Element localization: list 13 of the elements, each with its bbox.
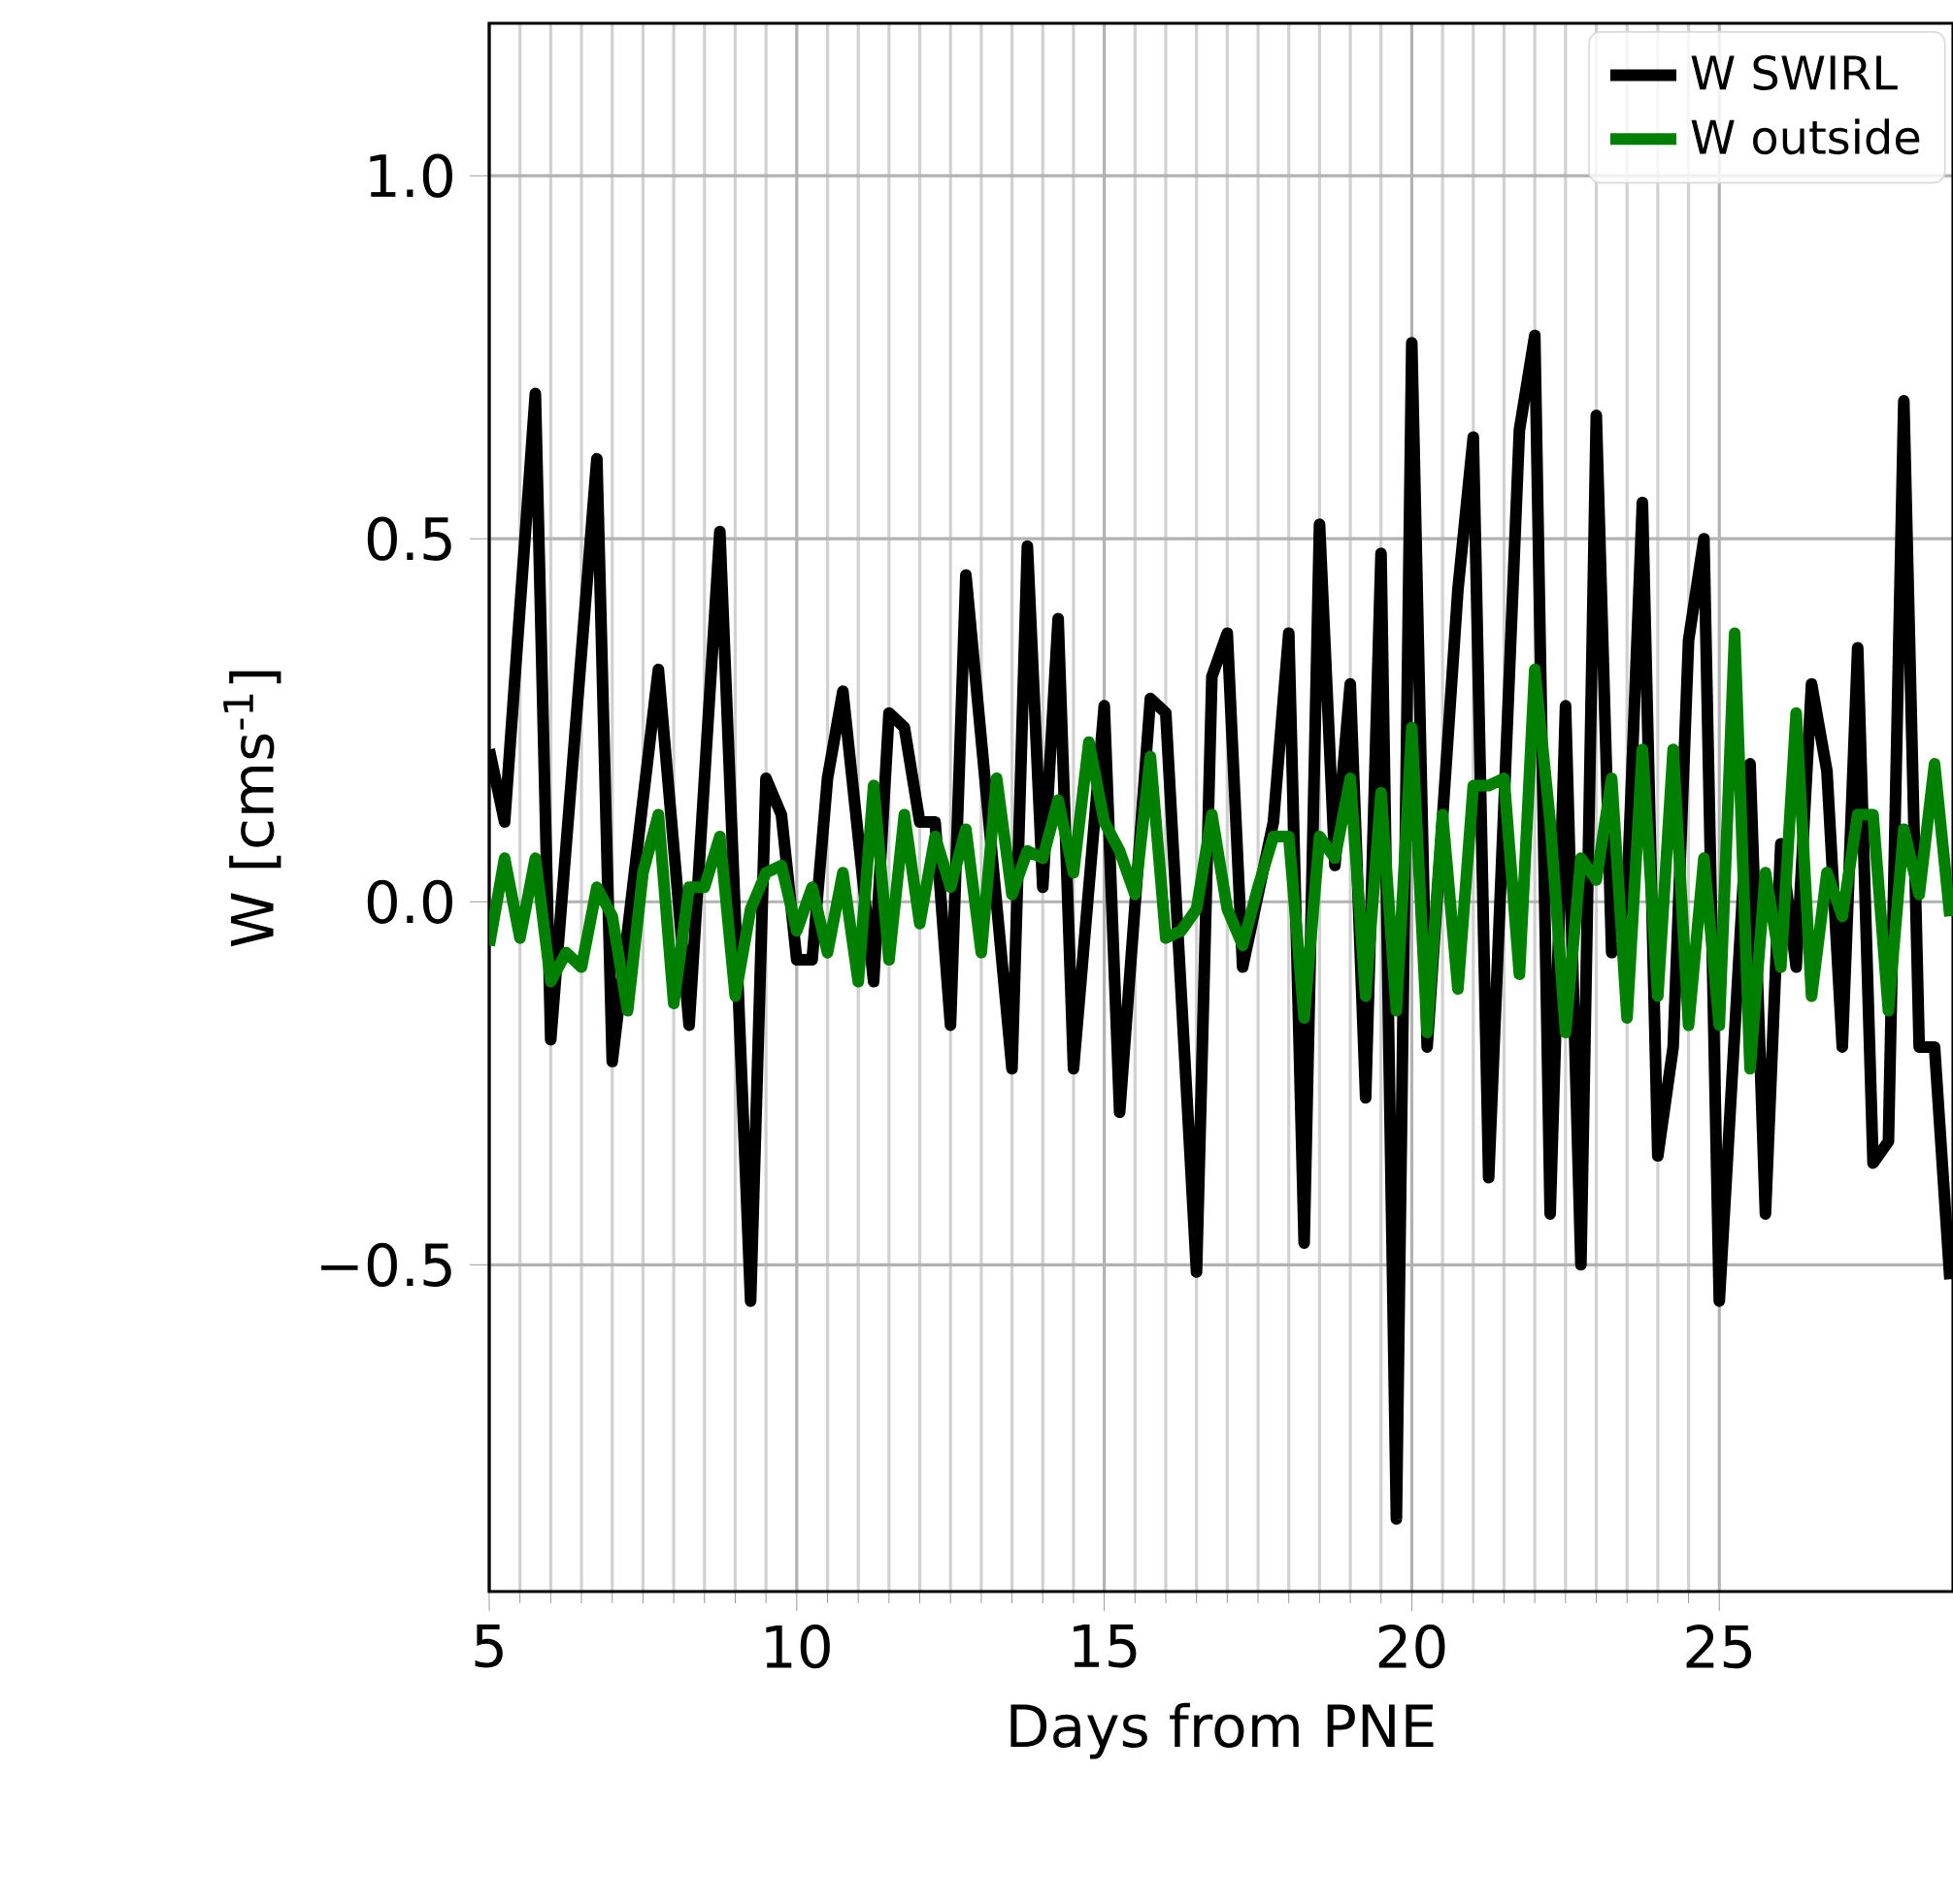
y-tick-label: 1.0 (370, 153, 452, 198)
x-axis-title: Days from PNE (1010, 1702, 1434, 1759)
y-tick-label: 0.5 (367, 516, 451, 561)
x-tick-label: 20 (1378, 1625, 1445, 1669)
y-tick-label: −0.5 (321, 1242, 451, 1287)
x-tick-label: 15 (1074, 1625, 1137, 1668)
x-tick-label: 25 (1686, 1625, 1752, 1669)
legend-label: W outside (1691, 118, 1920, 155)
y-axis-title: W [cms$^{-1}$] (223, 671, 281, 947)
x-tick-label: 10 (766, 1625, 830, 1669)
x-tick-label: 5 (475, 1625, 503, 1668)
legend-label: W SWIRL (1691, 54, 1898, 90)
y-tick-label: 0.0 (367, 879, 452, 924)
